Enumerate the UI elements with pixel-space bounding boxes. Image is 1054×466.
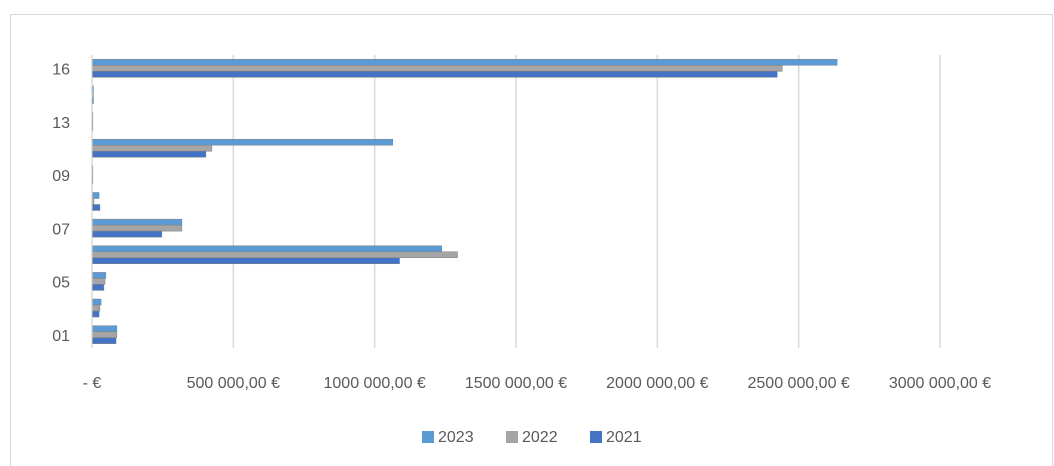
bar <box>91 257 400 265</box>
bar <box>91 245 442 253</box>
legend-label: 2023 <box>438 429 474 446</box>
bar <box>91 59 838 66</box>
bar <box>91 138 394 146</box>
bar <box>91 230 163 238</box>
bar <box>91 298 102 306</box>
x-tick-label: 3000 000,00 € <box>889 375 991 392</box>
y-tick-label: 16 <box>52 62 70 79</box>
x-tick-label: 1000 000,00 € <box>324 375 426 392</box>
bar <box>91 310 100 318</box>
bar <box>91 284 105 291</box>
y-tick-label: 05 <box>52 275 70 292</box>
bar <box>91 192 100 199</box>
legend-label: 2022 <box>522 429 558 446</box>
bar <box>91 204 101 211</box>
bar <box>91 218 183 226</box>
bar <box>91 278 106 285</box>
legend-swatch <box>506 431 518 443</box>
bar <box>91 251 458 259</box>
bar <box>91 304 101 312</box>
bar <box>91 272 107 279</box>
bar <box>91 65 783 72</box>
bar <box>91 331 118 338</box>
x-tick-label: 2000 000,00 € <box>606 375 708 392</box>
bar <box>91 144 213 152</box>
y-tick-label: 09 <box>52 168 70 185</box>
bar <box>91 337 117 344</box>
legend-label: 2021 <box>606 429 642 446</box>
x-tick-label: 500 000,00 € <box>187 375 281 392</box>
y-tick-label: 01 <box>52 328 70 345</box>
y-tick-label: 13 <box>52 115 70 132</box>
x-tick-label: 1500 000,00 € <box>465 375 567 392</box>
x-tick-label: - € <box>83 375 102 392</box>
bar <box>91 224 183 232</box>
bar <box>91 71 778 78</box>
x-tick-label: 2500 000,00 € <box>748 375 850 392</box>
y-tick-label: 07 <box>52 221 70 238</box>
bar <box>91 325 118 332</box>
legend-swatch <box>422 431 434 443</box>
chart-frame <box>10 14 1053 466</box>
bar <box>91 150 207 158</box>
legend-swatch <box>590 431 602 443</box>
